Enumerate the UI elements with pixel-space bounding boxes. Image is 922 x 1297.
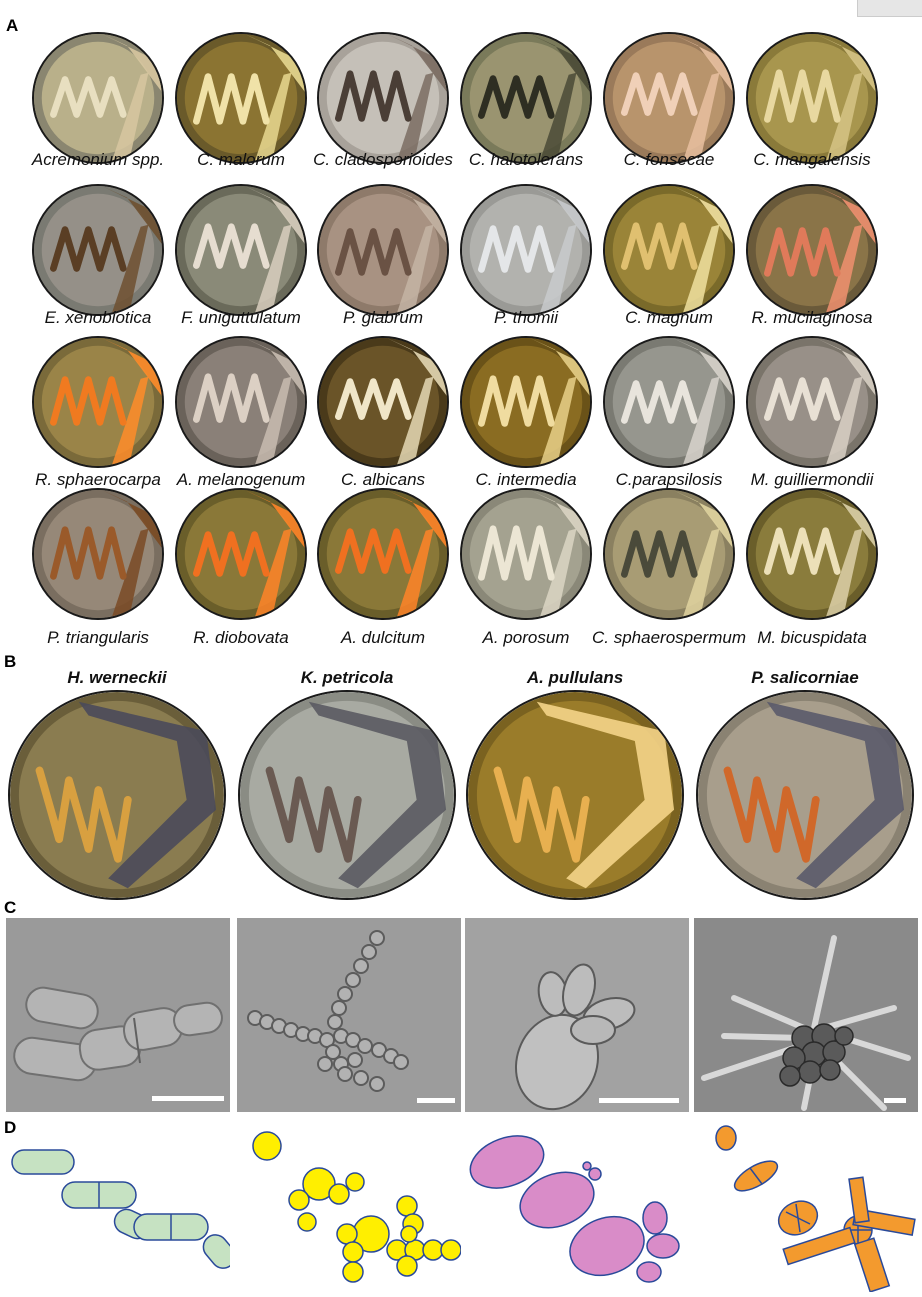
panel-letter-a: A (6, 16, 19, 35)
plate-label: C. magnum (625, 308, 713, 327)
schematic-h-werneckii (6, 1140, 230, 1290)
micrograph-k-petricola (237, 918, 461, 1112)
plate-label: R. diobovata (193, 628, 289, 647)
schematic-cell (400, 1225, 418, 1243)
plate-a-dulcitum (317, 488, 449, 620)
plate-c-albicans (317, 336, 449, 468)
plate-c-fonsecae (603, 32, 735, 164)
plate-label: R. sphaerocarpa (35, 470, 161, 489)
plate-label: R. mucilaginosa (751, 308, 873, 327)
plate-f-uniguttulatum (175, 184, 307, 316)
big-plate-p-salicorniae (696, 690, 914, 900)
plate-label: A. melanogenum (176, 470, 306, 489)
plate-c-magnum (603, 184, 735, 316)
micrograph-p-salicorniae (694, 918, 918, 1112)
yeast-cell (347, 1052, 363, 1068)
yeast-cell (361, 944, 377, 960)
yeast-cell (327, 1014, 343, 1030)
plate-label: A. dulcitum (340, 628, 426, 647)
plate-label: E. xenobiotica (44, 308, 152, 327)
micrograph-h-werneckii (6, 918, 230, 1112)
yeast-cell (337, 1066, 353, 1082)
plate-label: C. malorum (197, 150, 285, 169)
plate-c-halotolerans (460, 32, 592, 164)
plate-c-malorum (175, 32, 307, 164)
plate-label: P. thomii (494, 308, 558, 327)
plate-c-parapsilosis (603, 336, 735, 468)
yeast-cell (331, 1000, 347, 1016)
plate-r-sphaerocarpa (32, 336, 164, 468)
schematic-cell (328, 1183, 350, 1205)
corner-tab (857, 0, 922, 17)
plate-a-melanogenum (175, 336, 307, 468)
plate-label: C. halotolerans (468, 150, 584, 169)
schematic-cell (336, 1223, 358, 1245)
big-plate-title: P. salicorniae (751, 668, 859, 687)
micrograph-a-pullulans (465, 918, 689, 1112)
plate-m-guilliermondii (746, 336, 878, 468)
yeast-cell (369, 930, 385, 946)
plate-label: C. sphaerospermum (591, 628, 747, 647)
plate-label: Acremonium spp. (31, 150, 165, 169)
schematic-cell (396, 1195, 418, 1217)
plate-label: P. triangularis (47, 628, 149, 647)
schematic-k-petricola (237, 1122, 461, 1292)
plate-label: M. guilliermondii (750, 470, 874, 489)
schematic-cell (288, 1189, 310, 1211)
schematic-p-salicorniae (694, 1122, 918, 1292)
schematic-cell (342, 1261, 364, 1283)
plate-label: P. glabrum (342, 308, 424, 327)
plate-label: F. uniguttulatum (181, 308, 301, 327)
yeast-cell (353, 958, 369, 974)
yeast-cell (337, 986, 353, 1002)
schematic-cell (342, 1241, 364, 1263)
yeast-cell (325, 1044, 341, 1060)
panel-letter-c: C (4, 898, 17, 917)
schematic-a-pullulans (465, 1122, 689, 1292)
schematic-cell (252, 1131, 282, 1161)
plate-a-porosum (460, 488, 592, 620)
plate-r-mucilaginosa (746, 184, 878, 316)
plate-label: C.parapsilosis (615, 470, 723, 489)
yeast-cell (345, 972, 361, 988)
yeast-cell (369, 1076, 385, 1092)
plate-label: M. bicuspidata (757, 628, 867, 647)
panel-letter-d: D (4, 1118, 17, 1137)
big-plate-a-pullulans (466, 690, 684, 900)
schematic-cell (440, 1239, 461, 1261)
schematic-cell (422, 1239, 444, 1261)
plate-r-diobovata (175, 488, 307, 620)
big-plate-title: K. petricola (300, 668, 394, 687)
plate-label: A. porosum (482, 628, 570, 647)
yeast-cell (317, 1056, 333, 1072)
plate-c-intermedia (460, 336, 592, 468)
plate-c-sphaerospermum (603, 488, 735, 620)
plate-p-thomii (460, 184, 592, 316)
plate-c-mangalensis (746, 32, 878, 164)
yeast-cell (353, 1070, 369, 1086)
panel-letter-b: B (4, 652, 17, 671)
plate-c-cladosporioides (317, 32, 449, 164)
big-plate-k-petricola (238, 690, 456, 900)
plate-p-triangularis (32, 488, 164, 620)
plate-label: C. albicans (340, 470, 426, 489)
big-plate-title: A. pullulans (526, 668, 624, 687)
big-plate-title: H. werneckii (67, 668, 167, 687)
plate-p-glabrum (317, 184, 449, 316)
plate-label: C. intermedia (475, 470, 577, 489)
big-plate-h-werneckii (8, 690, 226, 900)
yeast-cell (393, 1054, 409, 1070)
yeast-cell (357, 1038, 373, 1054)
schematic-cell (396, 1255, 418, 1277)
plate-label: C. cladosporioides (313, 150, 453, 169)
plate-acremonium-spp (32, 32, 164, 164)
plate-label: C. mangalensis (753, 150, 871, 169)
plate-e-xenobiotica (32, 184, 164, 316)
schematic-cell (297, 1212, 317, 1232)
plate-label: C. fonsecae (623, 150, 715, 169)
schematic-cell (302, 1167, 336, 1201)
plate-m-bicuspidata (746, 488, 878, 620)
schematic-cell (345, 1172, 365, 1192)
